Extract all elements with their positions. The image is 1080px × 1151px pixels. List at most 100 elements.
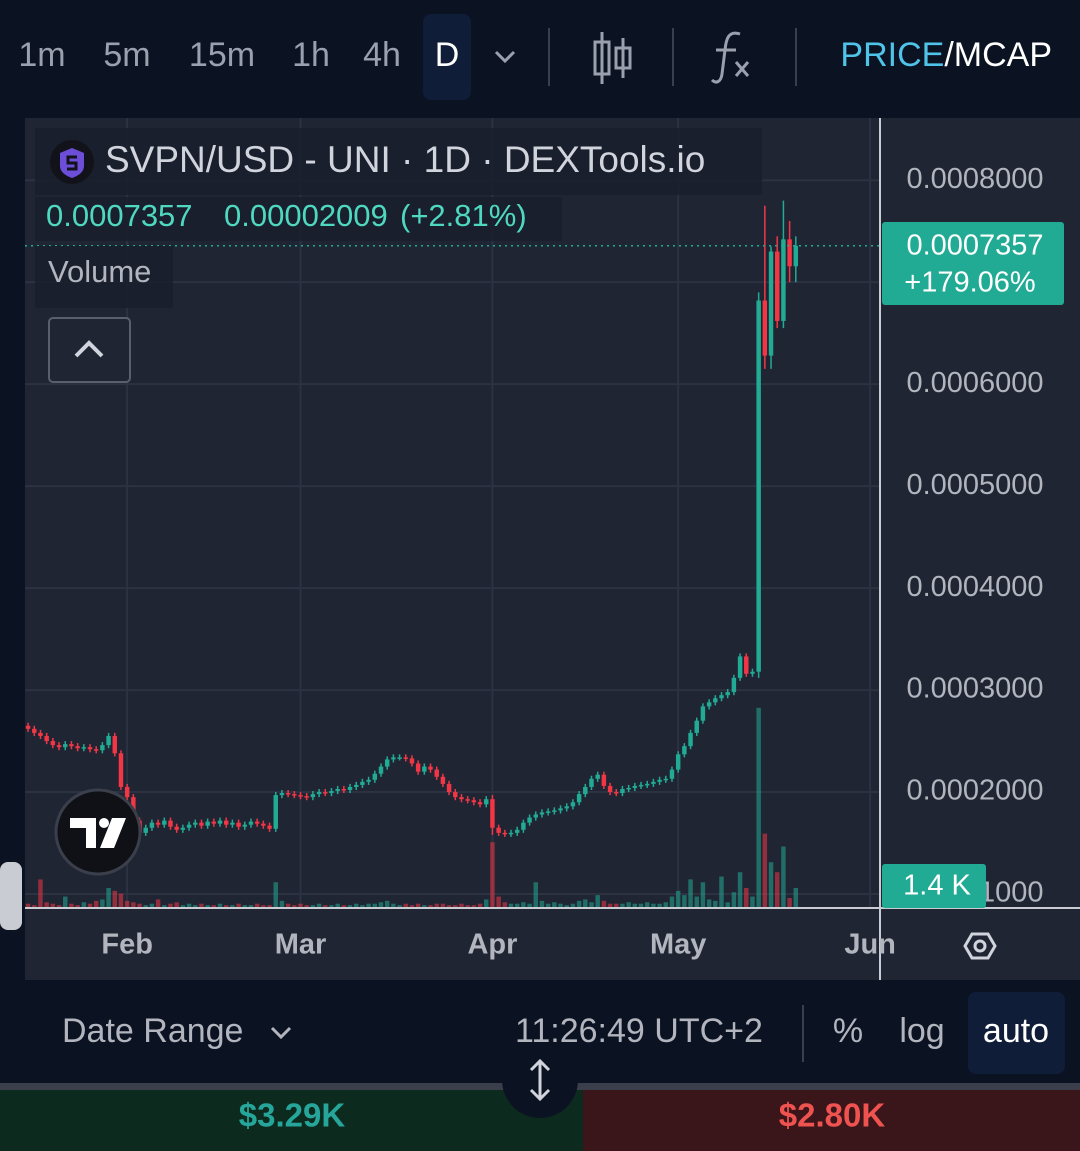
volume-bar	[44, 902, 49, 908]
price-mcap-toggle[interactable]: PRICE/MCAP	[840, 36, 1052, 74]
candle-body	[682, 746, 687, 755]
tradingview-logo-dot	[99, 818, 109, 828]
legend-bg	[35, 128, 762, 195]
last-price: 0.0007357	[46, 198, 193, 233]
volume-bar	[787, 897, 792, 908]
interval-button[interactable]: 5m	[103, 36, 150, 74]
candle-body	[366, 779, 371, 782]
volume-bar	[131, 902, 136, 908]
chart-type-button[interactable]	[593, 32, 632, 84]
interval-button[interactable]: 1h	[292, 36, 330, 74]
volume-bar	[50, 903, 56, 908]
candle-body	[502, 832, 508, 835]
candle-body	[434, 769, 439, 777]
candle-body	[397, 757, 402, 759]
volume-bar	[632, 903, 638, 908]
candle-body	[768, 251, 774, 356]
candle-body	[496, 827, 501, 833]
volume-bar	[372, 903, 378, 908]
volume-bar	[217, 903, 223, 908]
percent-scale-button[interactable]: %	[833, 1012, 863, 1050]
volume-bar	[601, 900, 607, 908]
volume-bar	[564, 905, 569, 908]
volume-bar	[149, 903, 155, 908]
auto-scale-button[interactable]: auto	[983, 1012, 1049, 1050]
price-badge-change: +179.06%	[904, 267, 1035, 299]
clock: 11:26:49 UTC+2	[515, 1012, 763, 1050]
candle-body	[248, 821, 254, 825]
date-range-dropdown[interactable]	[270, 1026, 292, 1040]
candle-body	[700, 706, 706, 721]
collapse-legend-button[interactable]	[48, 317, 131, 383]
volume-bar	[731, 892, 737, 908]
volume-bar	[694, 896, 699, 908]
volume-bar	[626, 902, 631, 908]
candle-body	[781, 239, 786, 321]
tradingview-logo[interactable]	[54, 788, 142, 876]
volume-bar	[558, 903, 563, 908]
candle-body	[576, 794, 582, 803]
candle-body	[316, 792, 322, 795]
candle-body	[595, 774, 600, 779]
candle-body	[87, 747, 93, 750]
volume-bar	[384, 900, 390, 908]
interval-button[interactable]: D	[435, 36, 460, 74]
interval-button[interactable]: 4h	[363, 36, 401, 74]
y-tick-label: 0.0002000	[906, 775, 1043, 807]
volume-bar	[242, 905, 248, 908]
volume-bar	[514, 903, 520, 908]
volume-bar	[477, 903, 483, 908]
candle-body	[63, 744, 68, 748]
candle-body	[168, 820, 173, 827]
date-range-button[interactable]: Date Range	[62, 1012, 243, 1050]
volume-bar	[75, 905, 80, 908]
candle-body	[632, 785, 638, 788]
candle-body	[323, 792, 328, 794]
volume-bar	[453, 905, 458, 908]
candle-body	[75, 746, 80, 749]
volume-bar	[56, 905, 62, 908]
y-tick-label: 0.0003000	[906, 673, 1043, 705]
candle-body	[44, 735, 49, 742]
volume-bar	[391, 903, 396, 908]
candle-body	[118, 753, 124, 787]
candle-body	[304, 796, 309, 798]
settings-button[interactable]	[963, 932, 997, 960]
candle-body	[155, 822, 161, 825]
interval-button[interactable]: 15m	[189, 36, 255, 74]
candle-body	[199, 822, 204, 826]
candle-body	[25, 725, 31, 729]
candle-body	[713, 698, 718, 703]
volume-bar	[459, 903, 464, 908]
y-tick-label: 0.0008000	[906, 163, 1043, 195]
candle-body	[620, 788, 625, 794]
candle-body	[143, 827, 148, 833]
volume-bar	[162, 905, 167, 908]
candle-body	[384, 759, 390, 767]
interval-button[interactable]: 1m	[18, 36, 65, 74]
volume-bar	[211, 905, 217, 908]
interval-dropdown[interactable]	[494, 50, 516, 64]
candle-body	[353, 784, 359, 787]
mcap-option[interactable]: /MCAP	[944, 36, 1052, 74]
volume-bar	[366, 903, 371, 908]
volume-bar	[744, 887, 749, 908]
candle-body	[100, 745, 105, 751]
candle-body	[465, 799, 470, 801]
side-handle[interactable]	[0, 862, 22, 930]
log-scale-button[interactable]: log	[899, 1012, 944, 1050]
candle-body	[69, 744, 74, 747]
buys-volume: $3.29K	[239, 1097, 346, 1134]
volume-badge-value: 1.4 K	[903, 870, 971, 902]
volume-bar	[471, 905, 477, 908]
indicators-button[interactable]	[710, 31, 750, 84]
interval-active-bg	[423, 14, 471, 100]
volume-bar	[465, 905, 470, 908]
volume-bar	[768, 862, 774, 908]
volume-bar	[533, 882, 538, 908]
volume-bar	[87, 903, 93, 908]
candle-body	[242, 824, 248, 827]
volume-bar	[223, 905, 229, 908]
price-option[interactable]: PRICE	[840, 36, 944, 74]
